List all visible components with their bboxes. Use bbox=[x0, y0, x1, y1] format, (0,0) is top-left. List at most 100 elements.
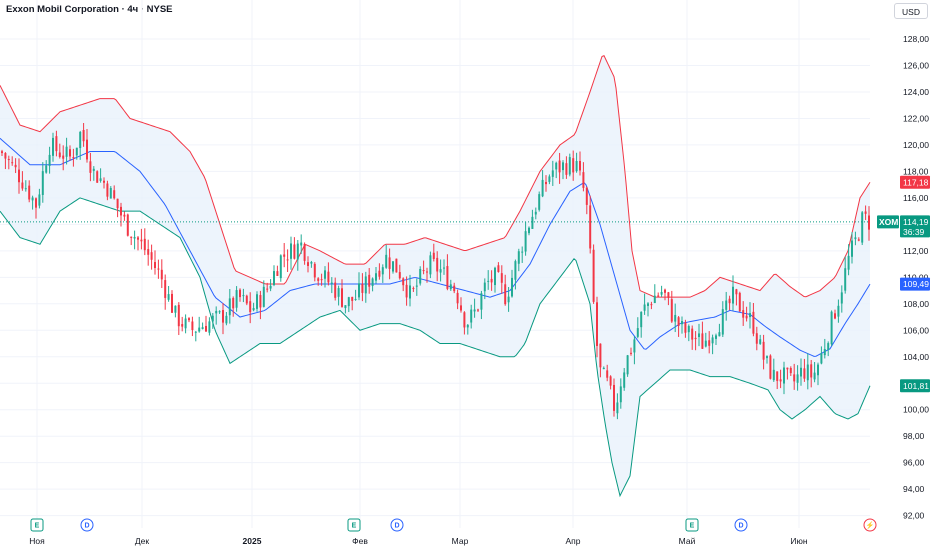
candle-body bbox=[307, 262, 309, 266]
candle-body bbox=[262, 286, 265, 307]
basis-tag bbox=[900, 277, 930, 291]
candle-body bbox=[232, 297, 235, 309]
candle-body bbox=[820, 353, 823, 364]
lower-band-tag bbox=[900, 379, 930, 393]
lower-band-line bbox=[0, 197, 871, 498]
candle-body bbox=[28, 185, 31, 200]
candle-body bbox=[759, 339, 762, 344]
candle-body bbox=[725, 300, 728, 310]
candle-body bbox=[58, 152, 61, 157]
candle-body bbox=[65, 146, 68, 157]
candle-body bbox=[344, 305, 347, 309]
candle-body bbox=[504, 284, 507, 305]
dividend-icon[interactable]: D bbox=[80, 518, 94, 532]
candle-body bbox=[375, 273, 377, 281]
countdown-timer: 36:39 bbox=[903, 227, 925, 237]
candle-body bbox=[222, 310, 224, 323]
earnings-icon[interactable]: E bbox=[347, 518, 361, 532]
candle-body bbox=[460, 305, 462, 311]
candle-body bbox=[317, 278, 320, 281]
candle-body bbox=[324, 270, 326, 279]
upper-band-tag-text: 117,18 bbox=[903, 177, 929, 187]
candle-body bbox=[463, 312, 466, 328]
y-tick-label: 120,00 bbox=[903, 140, 929, 150]
candle-body bbox=[674, 314, 677, 322]
candle-body bbox=[694, 337, 697, 340]
earnings-icon[interactable]: E bbox=[30, 518, 44, 532]
candle-body bbox=[861, 212, 864, 243]
candle-body bbox=[749, 313, 751, 318]
candle-body bbox=[558, 160, 561, 173]
candle-body bbox=[541, 179, 544, 197]
earnings-icon[interactable]: E bbox=[685, 518, 699, 532]
candle-body bbox=[786, 367, 789, 370]
candle-body bbox=[534, 211, 537, 215]
candle-body bbox=[755, 333, 758, 344]
candle-body bbox=[235, 290, 238, 308]
candle-body bbox=[640, 311, 643, 328]
last-price-value: 114,19 bbox=[903, 217, 929, 227]
candle-body bbox=[840, 292, 843, 304]
candle-body bbox=[395, 258, 398, 273]
candle-body bbox=[184, 318, 187, 329]
candle-body bbox=[269, 285, 272, 289]
candle-body bbox=[160, 269, 163, 280]
candle-body bbox=[582, 172, 585, 188]
chart-title: Exxon Mobil Corporation · 4ч · NYSE bbox=[6, 4, 173, 15]
candle-body bbox=[830, 311, 833, 345]
candle-body bbox=[103, 180, 105, 183]
candle-body bbox=[480, 293, 483, 310]
candle-body bbox=[443, 267, 445, 269]
candle-body bbox=[310, 261, 313, 264]
candle-body bbox=[636, 328, 639, 337]
grid bbox=[0, 0, 870, 528]
candle-body bbox=[398, 272, 401, 279]
time-axis[interactable]: Ноя Дек 2025 Фев Мар Апр Май Июн bbox=[29, 536, 808, 546]
candle-body bbox=[776, 371, 779, 381]
dividend-icon[interactable]: D bbox=[390, 518, 404, 532]
candle-body bbox=[368, 274, 371, 287]
price-axis[interactable]: 128,00 126,00 124,00 122,00 120,00 118,00 116,… bbox=[903, 34, 929, 521]
candle-body bbox=[728, 298, 731, 304]
candle-body bbox=[79, 131, 82, 149]
candle-body bbox=[837, 305, 840, 317]
candle-body bbox=[211, 315, 214, 322]
candle-body bbox=[517, 251, 520, 264]
candle-body bbox=[55, 136, 58, 152]
candle-body bbox=[147, 249, 150, 255]
candle-body bbox=[844, 268, 847, 291]
currency-button[interactable]: USD bbox=[894, 3, 928, 19]
candle-body bbox=[72, 157, 75, 159]
candle-body bbox=[596, 302, 598, 346]
dividend-icon[interactable]: D bbox=[734, 518, 748, 532]
candle-body bbox=[432, 252, 435, 259]
candle-body bbox=[273, 271, 275, 286]
candle-body bbox=[721, 309, 724, 335]
candle-body bbox=[419, 268, 422, 284]
candle-body bbox=[473, 309, 476, 312]
candle-body bbox=[52, 137, 54, 156]
candle-body bbox=[92, 168, 95, 171]
basis-line bbox=[0, 137, 871, 357]
candle-body bbox=[565, 163, 568, 175]
candle-body bbox=[789, 367, 792, 374]
candle-body bbox=[793, 374, 796, 382]
candle-body bbox=[256, 294, 258, 309]
candle-body bbox=[752, 311, 755, 334]
candle-body bbox=[361, 283, 364, 293]
candle-body bbox=[660, 291, 663, 295]
candle-body bbox=[283, 254, 286, 257]
x-tick-label: 2025 bbox=[243, 536, 262, 546]
candle-body bbox=[585, 187, 588, 205]
candle-body bbox=[490, 278, 493, 283]
candle-body bbox=[575, 161, 578, 172]
candle-body bbox=[538, 194, 541, 210]
candle-body bbox=[592, 249, 595, 302]
lightning-icon[interactable]: ⚡ bbox=[863, 518, 877, 532]
candle-body bbox=[157, 268, 160, 270]
candle-body bbox=[293, 244, 296, 259]
candle-body bbox=[548, 176, 551, 182]
candle-body bbox=[62, 155, 65, 159]
y-tick-label: 128,00 bbox=[903, 34, 929, 44]
